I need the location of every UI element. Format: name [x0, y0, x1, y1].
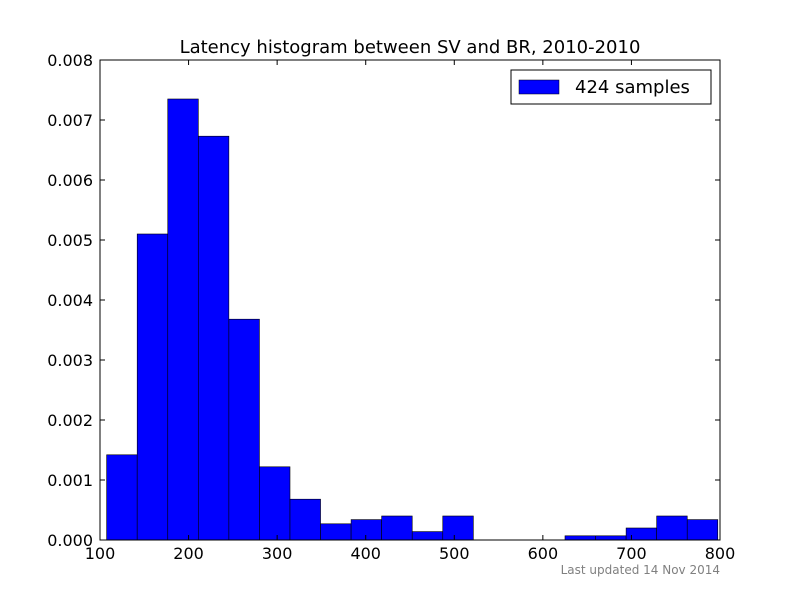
x-tick-label: 100	[85, 544, 116, 563]
histogram-bar	[595, 535, 627, 541]
y-tick-label: 0.008	[47, 51, 93, 70]
axis-ticks: 100 200 300 400 500 600 700 800 0.000 0.001 0.002 0…	[47, 51, 735, 563]
last-updated-note: Last updated 14 Nov 2014	[561, 563, 720, 577]
histogram-bar	[381, 515, 413, 541]
y-tick-label: 0.003	[47, 351, 93, 370]
histogram-bar	[686, 519, 719, 541]
histogram-bar	[106, 454, 138, 541]
y-tick-label: 0.007	[47, 111, 93, 130]
histogram-bar	[625, 527, 657, 541]
histogram-bar	[198, 135, 230, 541]
histogram-bar	[228, 318, 260, 541]
y-tick-label: 0.006	[47, 171, 93, 190]
y-tick-label: 0.000	[47, 531, 93, 550]
histogram-bar	[564, 535, 596, 541]
histogram-bar	[442, 515, 474, 541]
x-tick-label: 800	[705, 544, 736, 563]
legend-swatch	[518, 79, 560, 95]
legend-label: 424 samples	[575, 77, 690, 98]
histogram-bar	[136, 233, 169, 541]
plot-frame	[99, 59, 721, 541]
histogram-bar	[289, 498, 321, 541]
y-tick-label: 0.002	[47, 411, 93, 430]
x-tick-label: 200	[173, 544, 204, 563]
histogram-bar	[320, 523, 352, 541]
y-tick-label: 0.004	[47, 291, 93, 310]
histogram-bar	[411, 531, 444, 541]
histogram-bar	[350, 519, 382, 541]
chart-title: Latency histogram between SV and BR, 201…	[180, 37, 641, 58]
histogram-bar	[259, 466, 291, 541]
histogram-bar	[656, 515, 688, 541]
x-tick-label: 400	[350, 544, 381, 563]
histogram-bars	[106, 98, 719, 541]
x-tick-label: 700	[616, 544, 647, 563]
y-tick-label: 0.001	[47, 471, 93, 490]
x-tick-label: 600	[528, 544, 559, 563]
y-tick-label: 0.005	[47, 231, 93, 250]
legend: 424 samples	[510, 69, 712, 105]
x-tick-label: 500	[439, 544, 470, 563]
histogram-bar	[167, 98, 199, 541]
x-tick-label: 300	[262, 544, 293, 563]
